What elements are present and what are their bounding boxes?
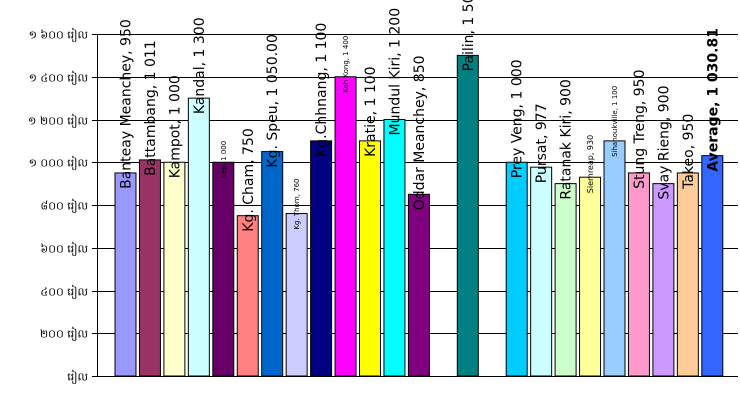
data-label: Battambang, 1 011 <box>143 40 159 176</box>
data-label: Stung Treng, 950 <box>632 69 648 188</box>
bar-pursat <box>530 166 553 377</box>
data-label: Mundul Kiri, 1 200 <box>388 8 404 136</box>
bar-kampot <box>163 161 186 377</box>
bar-pailin <box>456 54 479 377</box>
bar-mundul-kiri <box>383 119 406 377</box>
data-label: Kratie, 1 100 <box>363 66 379 157</box>
bar-average <box>701 155 724 377</box>
y-tick-label: ២០០ រៀល <box>40 327 88 342</box>
y-tick-label: ៨០០ រៀល <box>40 199 88 214</box>
data-label: Koh Kong, 1 400 <box>342 36 350 93</box>
data-label: Pailin, 1 500 <box>461 0 477 71</box>
data-label: Kampot, 1 000 <box>167 75 183 178</box>
bars <box>114 54 724 377</box>
bar-stung-treng <box>627 172 650 377</box>
data-label: Kandal, 1 300 <box>192 17 208 114</box>
data-label: Siemreap, 930 <box>586 135 595 193</box>
bar-kg-cham <box>236 215 259 377</box>
bar-kep <box>212 161 235 377</box>
bar-koh-kong <box>334 76 357 377</box>
data-label: Kg.Chhnang, 1 100 <box>314 23 330 157</box>
bar-ratanak-kiri <box>554 183 577 377</box>
data-labels: Banteay Meanchey, 950 Battambang, 1 011 Ka… <box>119 0 722 232</box>
bar-prey-veng <box>505 161 528 377</box>
y-tick-label: ១ ៤០០ រៀល <box>29 71 88 86</box>
bar-kandal <box>187 97 210 377</box>
data-label: Ratanak Kiri, 900 <box>559 79 575 199</box>
bar-battambang <box>138 159 161 377</box>
bar-sihanoukville <box>603 140 626 377</box>
data-label: Svay Rieng, 900 <box>656 85 672 199</box>
bar-banteay-meanchey <box>114 172 137 377</box>
y-tick-label: រៀល <box>67 370 88 385</box>
y-tick-label: ១ ៦០០ រៀល <box>29 28 88 43</box>
y-tick-label: ៤០០ រៀល <box>40 285 88 300</box>
data-label: Oddar Meanchey, 850 <box>412 55 428 210</box>
data-label: Kep, 1 000 <box>220 141 228 178</box>
bar-kg-chhnang <box>310 140 333 377</box>
bar-takeo <box>676 172 699 377</box>
data-label: Banteay Meanchey, 950 <box>119 19 135 189</box>
data-label: Kg. Thom, 760 <box>293 178 301 229</box>
bar-kratie <box>359 140 381 377</box>
data-label: Takeo, 950 <box>681 114 697 190</box>
bar-kg-speu <box>261 151 284 377</box>
data-label: Pursat, 977 <box>534 103 550 183</box>
y-tick-label: ១ ២០០ រៀល <box>28 114 88 129</box>
bar-kg-thom <box>285 213 308 377</box>
data-label: Kg. Speu, 1 050.00 <box>265 34 281 167</box>
bar-svay-rieng <box>652 183 675 377</box>
bar-siemreap <box>579 176 602 377</box>
data-label: Average, 1 030.81 <box>705 28 721 172</box>
data-label: Sihanoukville, 1 100 <box>611 86 619 157</box>
data-label: Kg. Cham, 750 <box>241 128 257 231</box>
bar-oddar-meanchey <box>407 193 430 377</box>
y-tick-label: ៦០០ រៀល <box>40 242 88 257</box>
data-label: Prey Veng, 1 000 <box>510 59 526 178</box>
y-tick-label: ១ ០០០ រៀល <box>29 156 88 171</box>
